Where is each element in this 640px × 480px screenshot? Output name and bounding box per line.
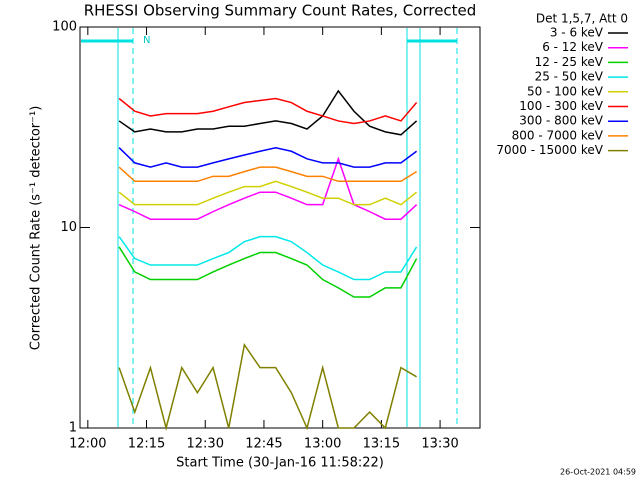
x-tick-label: 12:30: [187, 437, 224, 452]
x-tick-label: 12:45: [245, 437, 282, 452]
legend-label: 12 - 25 keV: [535, 55, 604, 69]
legend-label: 300 - 800 keV: [519, 114, 603, 128]
series-line: [118, 89, 418, 136]
legend-label: 3 - 6 keV: [550, 26, 604, 40]
series-line: [118, 246, 418, 298]
legend-label: 25 - 50 keV: [535, 70, 604, 84]
series-line: [118, 156, 418, 220]
series-line: [118, 166, 417, 183]
timestamp: 26-Oct-2021 04:59: [560, 468, 636, 477]
chart-title: RHESSI Observing Summary Count Rates, Co…: [84, 2, 477, 20]
legend-label: 7000 - 15000 keV: [496, 143, 603, 157]
x-axis-label: Start Time (30-Jan-16 11:58:22): [176, 456, 384, 471]
legend-label: 50 - 100 keV: [527, 84, 604, 98]
x-tick-label: 13:15: [363, 437, 400, 452]
series-line: [118, 180, 418, 206]
series-line: [118, 146, 418, 168]
legend-title: Det 1,5,7, Att 0: [536, 12, 628, 26]
x-tick-label: 13:30: [421, 437, 458, 452]
legend-label: 800 - 7000 keV: [512, 128, 604, 142]
x-tick-label: 12:15: [128, 437, 165, 452]
y-axis-label: Corrected Count Rate (s⁻¹ detector⁻¹): [29, 106, 44, 351]
series-line: [118, 235, 418, 281]
series-line: [118, 342, 417, 431]
series-line: [118, 97, 418, 125]
night-markers: [81, 28, 458, 427]
annotation: N: [143, 35, 150, 46]
y-tick-label: 1: [69, 421, 77, 436]
x-tick-label: 12:00: [69, 437, 106, 452]
y-tick-label: 100: [52, 20, 77, 35]
legend-label: 6 - 12 keV: [542, 40, 604, 54]
legend-label: 100 - 300 keV: [519, 99, 603, 113]
y-tick-label: 10: [60, 220, 77, 235]
x-tick-label: 13:00: [304, 437, 341, 452]
